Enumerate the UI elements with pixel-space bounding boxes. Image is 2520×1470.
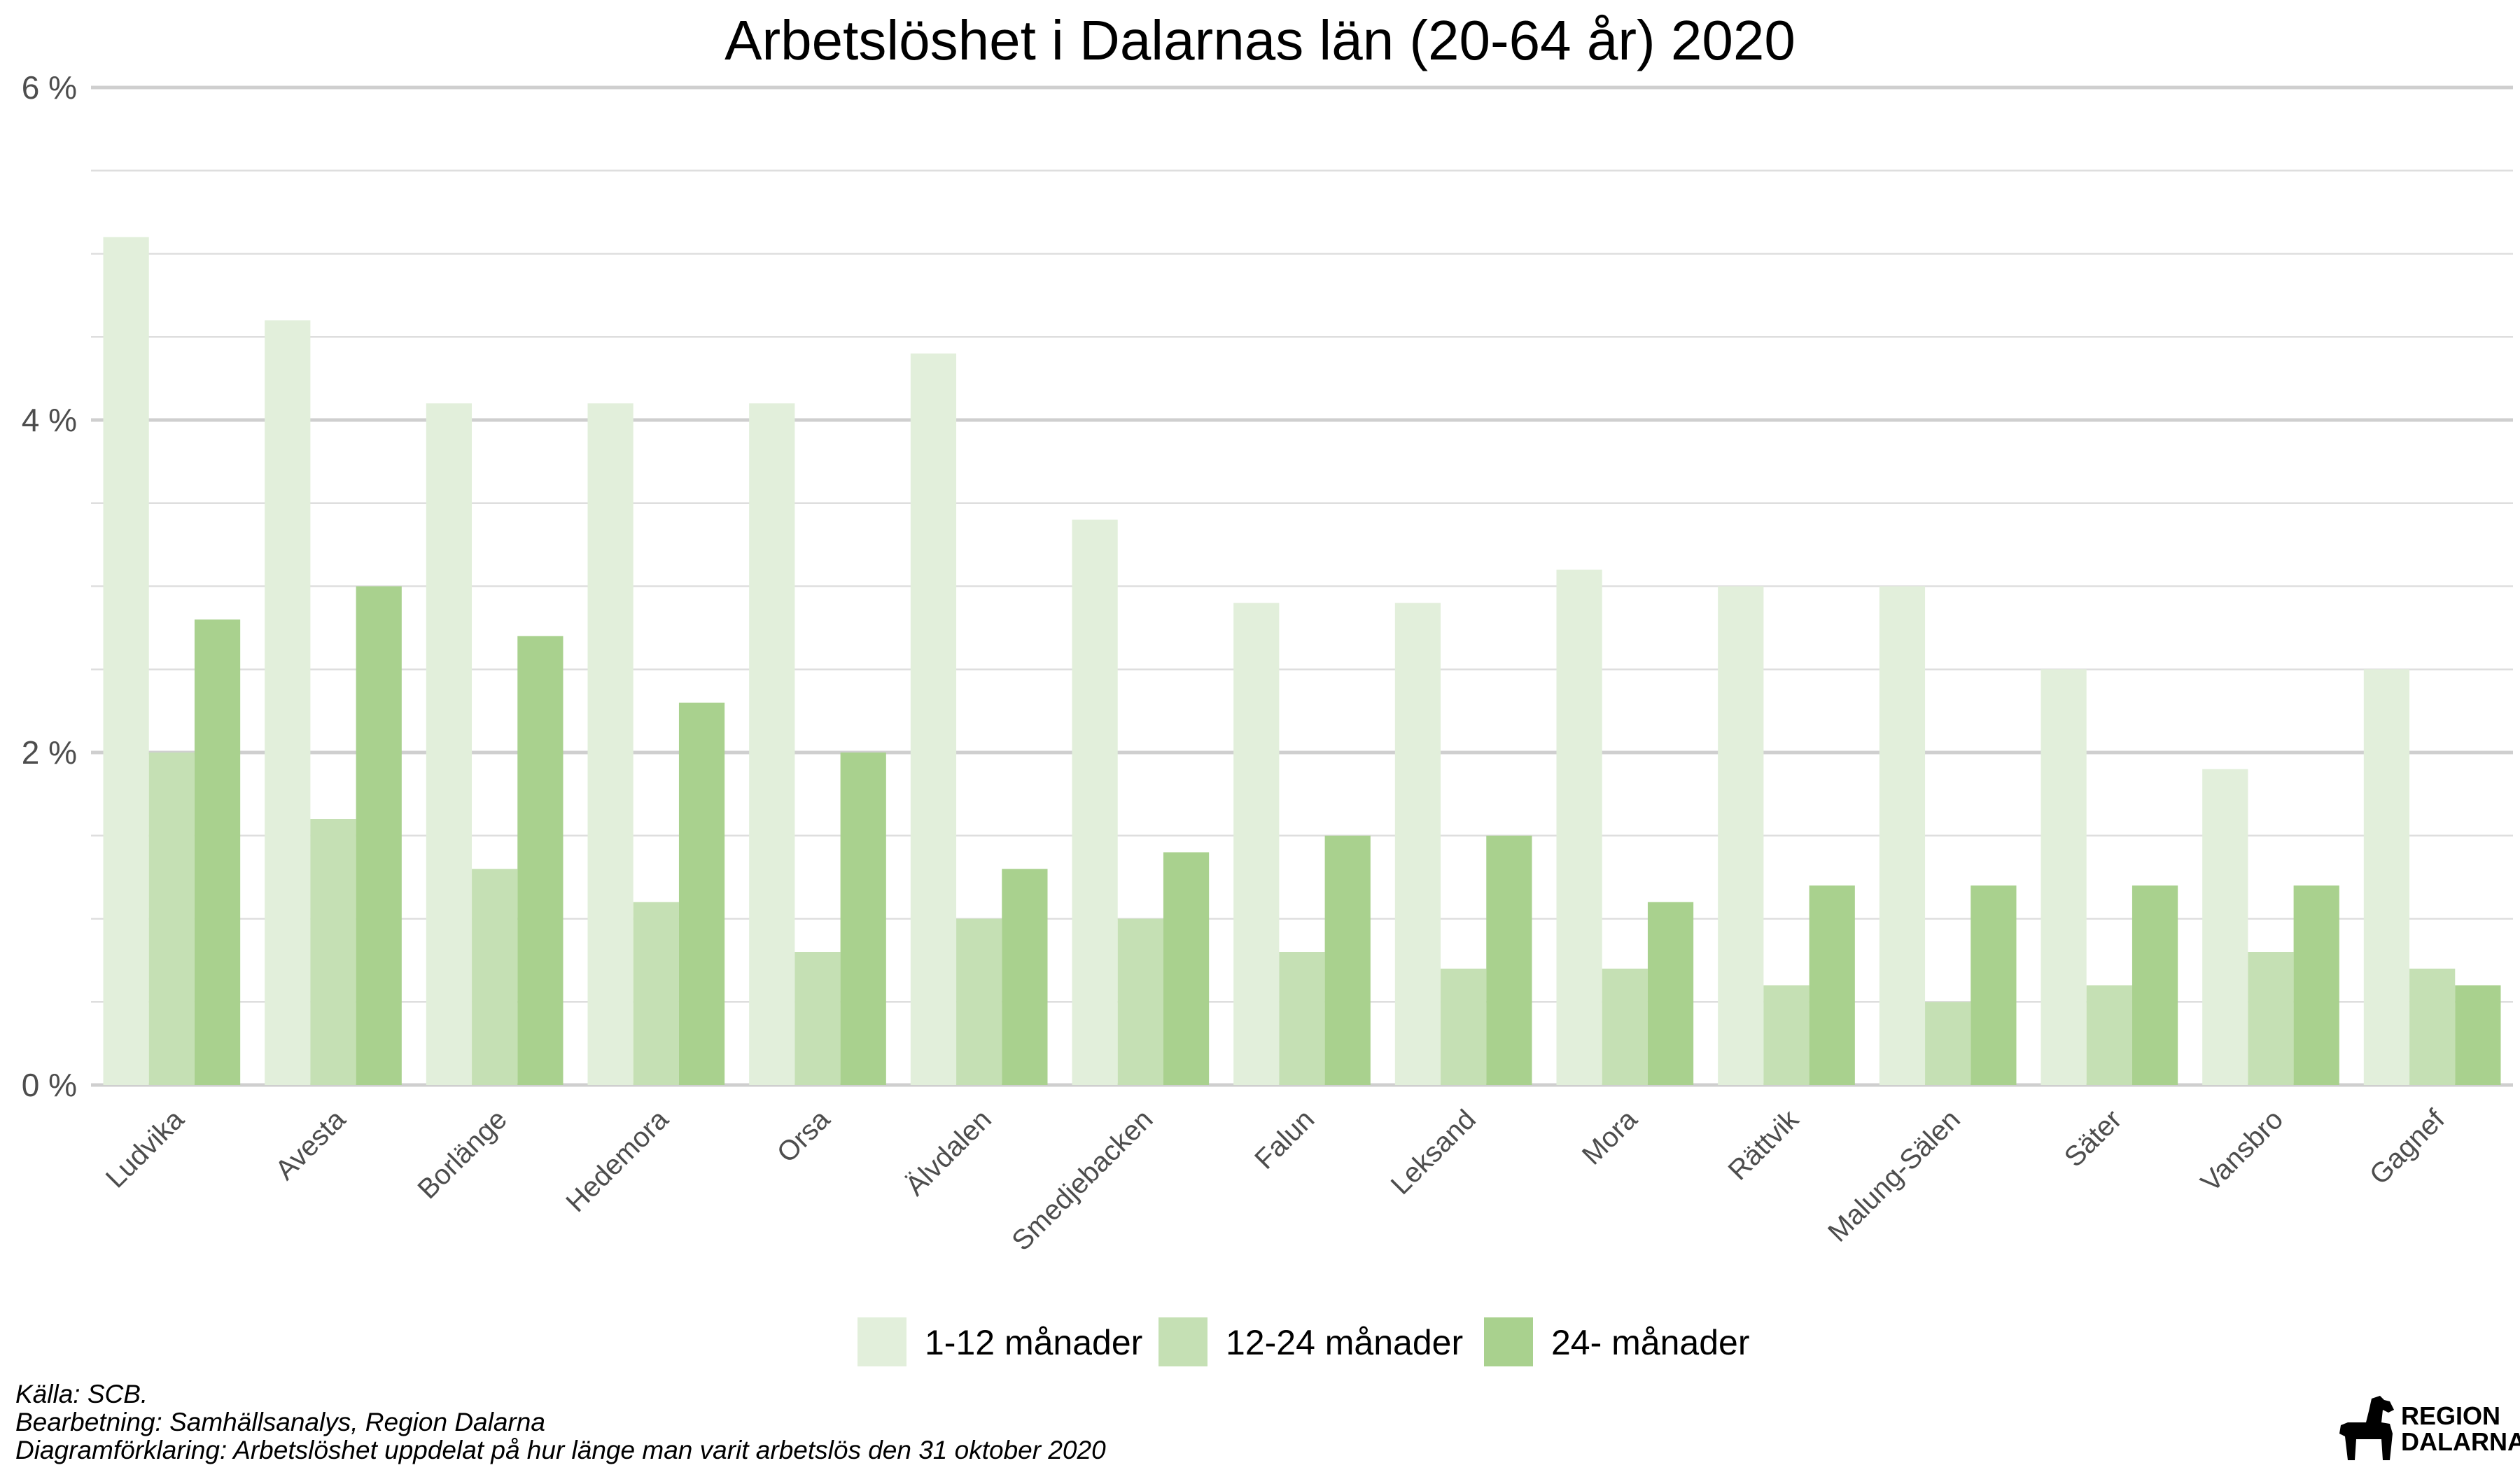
dala-horse-icon bbox=[2339, 1396, 2394, 1460]
y-tick-label: 4 % bbox=[22, 402, 77, 438]
y-tick-label: 0 % bbox=[22, 1067, 77, 1103]
bar-hedemora-series-3 bbox=[678, 702, 725, 1085]
bar-orsa-series-2 bbox=[794, 952, 841, 1085]
bar-smedjebacken-series-3 bbox=[1163, 852, 1210, 1085]
bar-säter-series-3 bbox=[2132, 886, 2178, 1085]
bar-rättvik-series-2 bbox=[1763, 985, 1809, 1085]
x-tick-label: Rättvik bbox=[1723, 1103, 1805, 1186]
bar-orsa-series-1 bbox=[749, 403, 795, 1085]
bar-borlänge-series-2 bbox=[472, 869, 518, 1085]
bar-hedemora-series-1 bbox=[587, 403, 634, 1085]
x-tick-label: Ludvika bbox=[100, 1104, 190, 1194]
x-tick-label: Säter bbox=[2059, 1104, 2128, 1173]
caption-explanation: Diagramförklaring: Arbetslöshet uppdelat… bbox=[15, 1436, 1106, 1464]
bar-avesta-series-3 bbox=[356, 586, 402, 1085]
y-axis-ticks: 0 % 2 % 4 % 6 % bbox=[22, 69, 77, 1103]
bar-borlänge-series-3 bbox=[517, 636, 564, 1085]
bar-leksand-series-2 bbox=[1441, 968, 1487, 1085]
x-tick-label: Orsa bbox=[771, 1104, 836, 1169]
bar-falun-series-2 bbox=[1279, 952, 1325, 1085]
x-tick-label: Avesta bbox=[270, 1104, 352, 1186]
bar-malung-sälen-series-3 bbox=[1970, 886, 2017, 1085]
bar-avesta-series-1 bbox=[265, 320, 311, 1085]
caption-source: Källa: SCB. bbox=[15, 1380, 148, 1408]
legend-label: 1-12 månader bbox=[925, 1323, 1142, 1362]
bar-falun-series-1 bbox=[1233, 603, 1280, 1085]
legend: 1-12 månader 12-24 månader 24- månader bbox=[858, 1317, 1750, 1366]
bar-malung-sälen-series-2 bbox=[1925, 1002, 1971, 1085]
logo-text-dalarna: DALARNA bbox=[2401, 1427, 2520, 1456]
bar-orsa-series-3 bbox=[840, 752, 886, 1085]
x-tick-label: Smedjebacken bbox=[1006, 1104, 1158, 1256]
bar-gagnef-series-2 bbox=[2409, 968, 2456, 1085]
bar-gagnef-series-1 bbox=[2363, 669, 2410, 1085]
bar-ludvika-series-3 bbox=[194, 620, 241, 1085]
bar-vansbro-series-2 bbox=[2248, 952, 2294, 1085]
bar-älvdalen-series-3 bbox=[1002, 869, 1048, 1085]
x-tick-label: Mora bbox=[1576, 1104, 1644, 1171]
bar-mora-series-1 bbox=[1556, 569, 1602, 1085]
y-tick-label: 6 % bbox=[22, 69, 77, 106]
logo-text-region: REGION bbox=[2401, 1401, 2501, 1430]
bar-rättvik-series-3 bbox=[1809, 886, 1855, 1085]
bar-mora-series-2 bbox=[1602, 968, 1648, 1085]
bar-smedjebacken-series-2 bbox=[1117, 918, 1163, 1085]
legend-swatch bbox=[858, 1317, 906, 1366]
bar-hedemora-series-2 bbox=[633, 902, 679, 1085]
x-tick-label: Borlänge bbox=[412, 1104, 512, 1205]
y-tick-label: 2 % bbox=[22, 734, 77, 771]
bar-älvdalen-series-2 bbox=[956, 918, 1002, 1085]
bar-vansbro-series-1 bbox=[2202, 769, 2248, 1085]
bar-leksand-series-3 bbox=[1486, 835, 1532, 1085]
x-tick-label: Malung-Sälen bbox=[1822, 1104, 1966, 1248]
bar-smedjebacken-series-1 bbox=[1072, 519, 1118, 1085]
caption-processing: Bearbetning: Samhällsanalys, Region Dala… bbox=[15, 1408, 545, 1436]
x-tick-label: Leksand bbox=[1385, 1104, 1482, 1200]
x-tick-label: Vansbro bbox=[2195, 1104, 2289, 1198]
bar-borlänge-series-1 bbox=[426, 403, 472, 1085]
bar-leksand-series-1 bbox=[1394, 603, 1441, 1085]
legend-swatch bbox=[1484, 1317, 1533, 1366]
bar-rättvik-series-1 bbox=[1718, 586, 1764, 1085]
chart-title: Arbetslöshet i Dalarnas län (20-64 år) 2… bbox=[724, 9, 1795, 71]
bar-vansbro-series-3 bbox=[2293, 886, 2339, 1085]
bar-gagnef-series-3 bbox=[2455, 985, 2501, 1085]
chart-caption: Källa: SCB. Bearbetning: Samhällsanalys,… bbox=[15, 1380, 1106, 1464]
legend-swatch bbox=[1158, 1317, 1208, 1366]
bar-säter-series-2 bbox=[2086, 985, 2132, 1085]
bar-falun-series-3 bbox=[1324, 835, 1371, 1085]
bar-mora-series-3 bbox=[1647, 902, 1694, 1085]
bar-säter-series-1 bbox=[2040, 669, 2087, 1085]
region-dalarna-logo: REGION DALARNA bbox=[2331, 1393, 2520, 1463]
bar-älvdalen-series-1 bbox=[910, 354, 957, 1085]
legend-label: 24- månader bbox=[1551, 1323, 1750, 1362]
bar-malung-sälen-series-1 bbox=[1879, 586, 1926, 1085]
legend-label: 12-24 månader bbox=[1226, 1323, 1463, 1362]
x-tick-label: Gagnef bbox=[2364, 1103, 2451, 1191]
bar-ludvika-series-1 bbox=[103, 237, 149, 1085]
bars bbox=[103, 237, 2501, 1085]
bar-avesta-series-2 bbox=[310, 819, 356, 1085]
bar-ludvika-series-2 bbox=[148, 752, 195, 1085]
x-tick-label: Falun bbox=[1249, 1104, 1320, 1175]
x-tick-label: Hedemora bbox=[560, 1104, 675, 1219]
x-axis-ticks: Ludvika Avesta Borlänge Hedemora Orsa Älvdale… bbox=[100, 1103, 2451, 1256]
x-tick-label: Älvdalen bbox=[899, 1104, 997, 1202]
